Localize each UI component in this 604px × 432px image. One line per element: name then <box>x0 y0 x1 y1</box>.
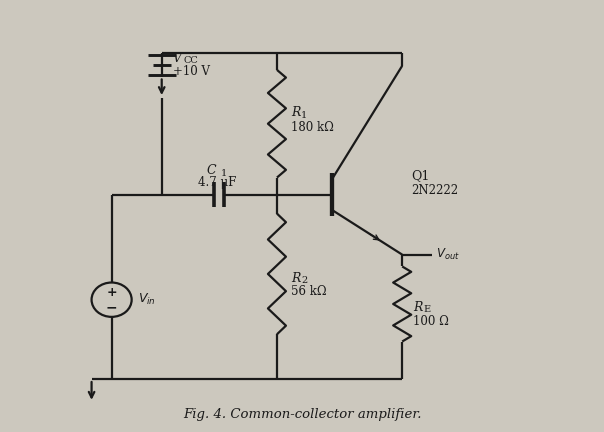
Text: R: R <box>413 301 423 314</box>
Text: 2: 2 <box>301 276 307 285</box>
Text: 1: 1 <box>301 111 307 120</box>
Text: R: R <box>291 272 300 285</box>
Text: C: C <box>207 163 217 177</box>
Text: 56 kΩ: 56 kΩ <box>291 285 327 298</box>
Text: V: V <box>173 52 182 65</box>
Text: 100 Ω: 100 Ω <box>413 314 449 327</box>
Text: Fig. 4. Common-collector amplifier.: Fig. 4. Common-collector amplifier. <box>183 408 421 421</box>
Text: 2N2222: 2N2222 <box>411 184 458 197</box>
Text: 4.7 μF: 4.7 μF <box>198 176 236 189</box>
Text: +: + <box>106 286 117 299</box>
Text: $V_{in}$: $V_{in}$ <box>138 292 156 307</box>
Text: E: E <box>423 305 431 314</box>
Text: 1: 1 <box>221 169 227 178</box>
Text: 180 kΩ: 180 kΩ <box>291 121 334 133</box>
Text: +10 V: +10 V <box>173 65 210 78</box>
Text: −: − <box>106 300 117 314</box>
Text: R: R <box>291 106 300 120</box>
Text: CC: CC <box>184 56 199 65</box>
Text: Q1: Q1 <box>411 169 429 182</box>
Text: $V_{out}$: $V_{out}$ <box>436 247 460 262</box>
